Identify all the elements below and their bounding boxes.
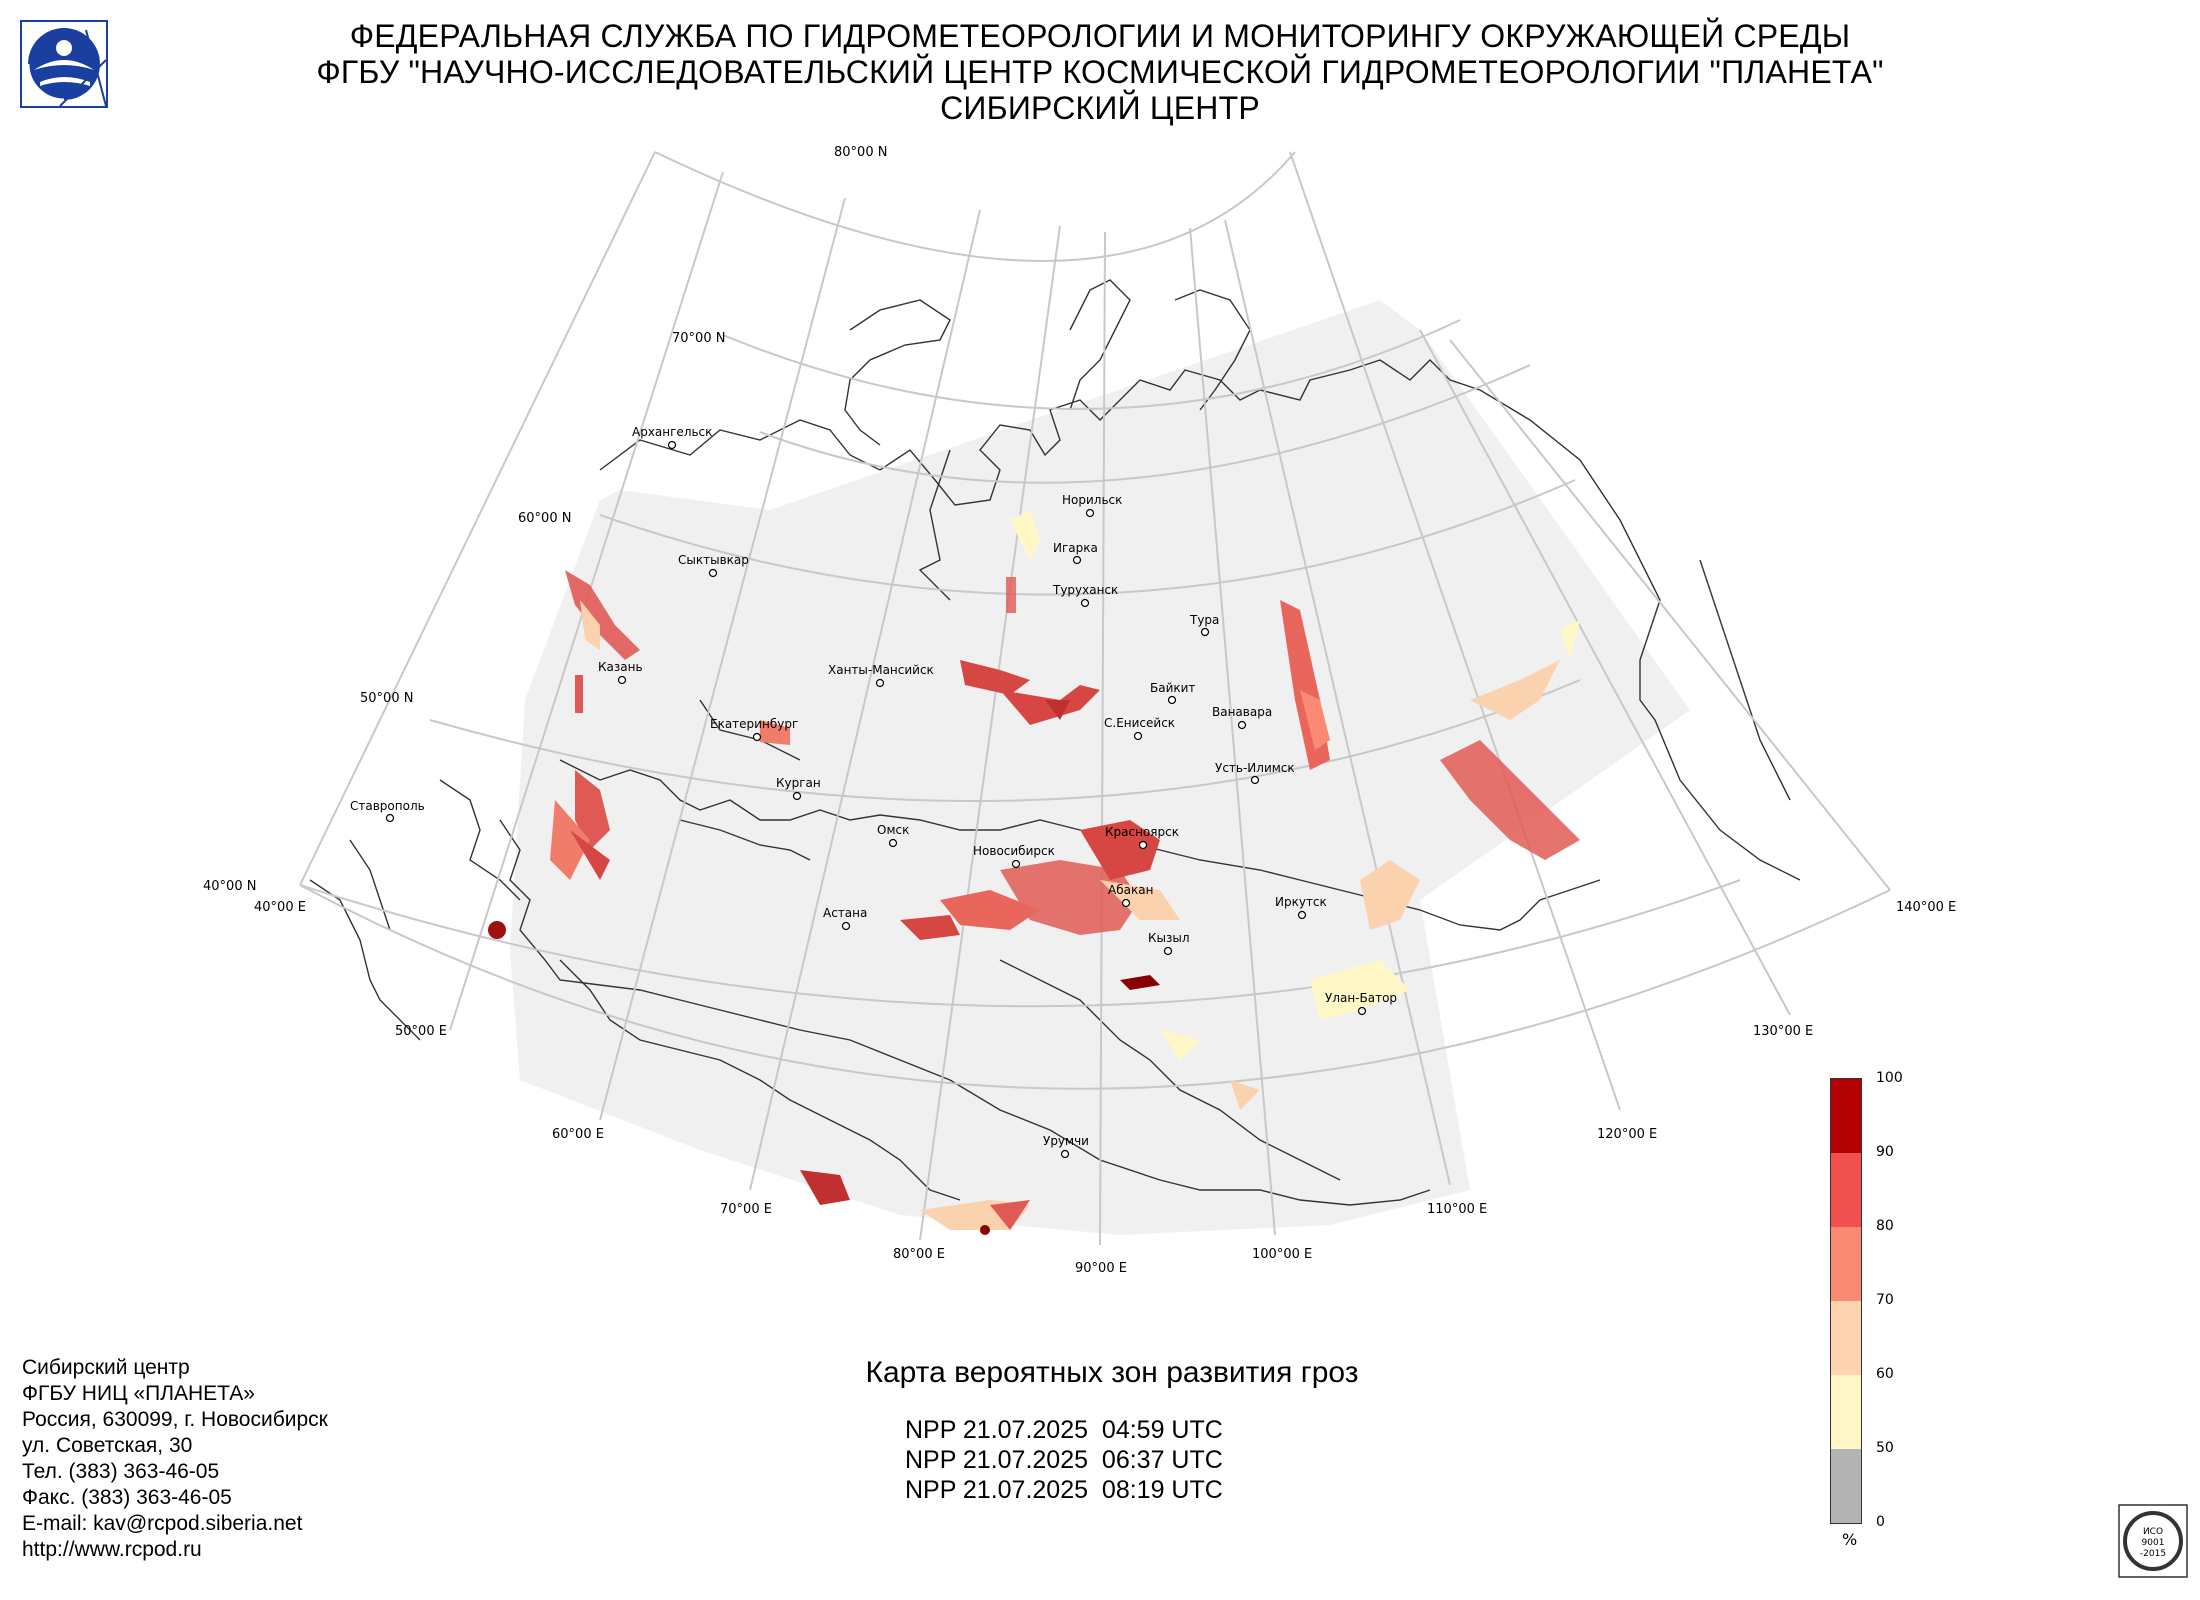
city-abakan: Абакан [1108,883,1153,897]
lon-label-90: 90°00 E [1075,1261,1127,1276]
iso-certification-badge: ИСО 9001 -2015 [2118,1504,2188,1578]
city-norilsk: Норильск [1062,493,1122,507]
legend-tick-70: 70 [1876,1292,1894,1308]
city-yekaterinburg: Екатеринбург [710,717,798,731]
grid-labels: 80°00 N 70°00 N 60°00 N 50°00 N 40°00 N … [203,145,1956,1276]
lon-label-70: 70°00 E [720,1202,772,1217]
lon-label-80: 80°00 E [893,1247,945,1262]
legend-colorbar [1830,1078,1862,1524]
lon-label-50: 50°00 E [395,1024,447,1039]
lon-label-110: 110°00 E [1427,1202,1487,1217]
lat-label-60: 60°00 N [518,511,571,526]
coastlines [309,279,1801,1206]
city-s-yeniseysk: С.Енисейск [1104,716,1175,730]
map-title: Карта вероятных зон развития гроз [865,1356,1359,1389]
lat-label-50: 50°00 N [360,691,413,706]
city-tura: Тура [1189,613,1219,627]
lat-label-80: 80°00 N [834,145,887,160]
legend-tick-80: 80 [1876,1218,1894,1234]
lon-label-40: 40°00 E [254,900,306,915]
contact-line: Сибирский центр [22,1356,190,1379]
city-novosibirsk: Новосибирск [973,844,1055,858]
legend-segment-0-50 [1831,1449,1861,1523]
contact-fax: Факс. (383) 363-46-05 [22,1486,232,1509]
satellite-pass: NPP 21.07.2025 06:37 UTC [905,1446,1223,1474]
lon-label-100: 100°00 E [1252,1247,1312,1262]
city-turukhansk: Туруханск [1052,583,1118,597]
header-line-1: ФЕДЕРАЛЬНАЯ СЛУЖБА ПО ГИДРОМЕТЕОРОЛОГИИ … [349,18,1851,54]
city-arkhangelsk: Архангельск [632,425,712,439]
header: ФЕДЕРАЛЬНАЯ СЛУЖБА ПО ГИДРОМЕТЕОРОЛОГИИ … [0,18,2200,126]
legend-segment-90-100 [1831,1079,1861,1153]
svg-text:9001: 9001 [2142,1538,2165,1548]
city-irkutsk: Иркутск [1275,895,1327,909]
city-syktyvkar: Сыктывкар [678,553,749,567]
city-krasnoyarsk: Красноярск [1105,825,1179,839]
lon-label-60: 60°00 E [552,1127,604,1142]
contact-website[interactable]: http://www.rcpod.ru [22,1538,202,1561]
legend-segment-80-90 [1831,1153,1861,1227]
city-labels: Архангельск Сыктывкар Норильск Игарка Ту… [350,425,1397,1148]
legend-unit: % [1842,1530,1858,1549]
planeta-logo [20,20,108,108]
city-stavropol: Ставрополь [350,799,425,813]
city-omsk: Омск [877,823,909,837]
legend-tick-90: 90 [1876,1144,1894,1160]
satellite-passes: NPP 21.07.2025 04:59 UTC NPP 21.07.2025 … [905,1415,1223,1505]
map-caption: Карта вероятных зон развития гроз [812,1356,1412,1390]
lon-label-140: 140°00 E [1896,900,1956,915]
lon-label-130: 130°00 E [1753,1024,1813,1039]
contact-phone: Тел. (383) 363-46-05 [22,1460,220,1483]
legend-tick-60: 60 [1876,1366,1894,1382]
city-kurgan: Курган [776,776,821,790]
city-vanavara: Ванавара [1212,705,1272,719]
city-kyzyl: Кызыл [1148,931,1190,945]
city-khanty-mansiysk: Ханты-Мансийск [828,663,934,677]
lat-label-40: 40°00 N [203,879,256,894]
header-line-3: СИБИРСКИЙ ЦЕНТР [940,90,1260,126]
city-markers [385,440,1367,1159]
lon-label-120: 120°00 E [1597,1127,1657,1142]
legend-tick-0: 0 [1876,1514,1885,1530]
contact-block: Сибирский центр ФГБУ НИЦ «ПЛАНЕТА» Росси… [22,1355,328,1563]
legend-tick-50: 50 [1876,1440,1894,1456]
city-baykit: Байкит [1150,681,1195,695]
storm-cells [488,510,1580,1235]
contact-line: ФГБУ НИЦ «ПЛАНЕТА» [22,1382,255,1405]
svg-text:-2015: -2015 [2140,1549,2166,1559]
lat-label-70: 70°00 N [672,331,725,346]
legend-segment-60-70 [1831,1301,1861,1375]
city-astana: Астана [823,906,867,920]
header-line-2: ФГБУ "НАУЧНО-ИССЛЕДОВАТЕЛЬСКИЙ ЦЕНТР КОС… [316,54,1884,90]
city-urumqi: Урумчи [1043,1134,1089,1148]
svg-text:ИСО: ИСО [2143,1527,2163,1537]
probability-legend: 100 90 80 70 60 50 0 % [1830,1070,1950,1549]
city-ulaanbaatar: Улан-Батор [1325,991,1397,1005]
city-igarka: Игарка [1053,541,1098,555]
satellite-pass: NPP 21.07.2025 04:59 UTC [905,1416,1223,1444]
legend-segment-70-80 [1831,1227,1861,1301]
legend-segment-50-60 [1831,1375,1861,1449]
coverage-area [510,300,1690,1235]
city-kazan: Казань [598,660,643,674]
legend-tick-100: 100 [1876,1070,1903,1086]
contact-email[interactable]: E-mail: kav@rcpod.siberia.net [22,1512,303,1535]
contact-line: ул. Советская, 30 [22,1434,193,1457]
contact-line: Россия, 630099, г. Новосибирск [22,1408,328,1431]
city-ust-ilimsk: Усть-Илимск [1215,761,1295,775]
satellite-pass: NPP 21.07.2025 08:19 UTC [905,1476,1223,1504]
